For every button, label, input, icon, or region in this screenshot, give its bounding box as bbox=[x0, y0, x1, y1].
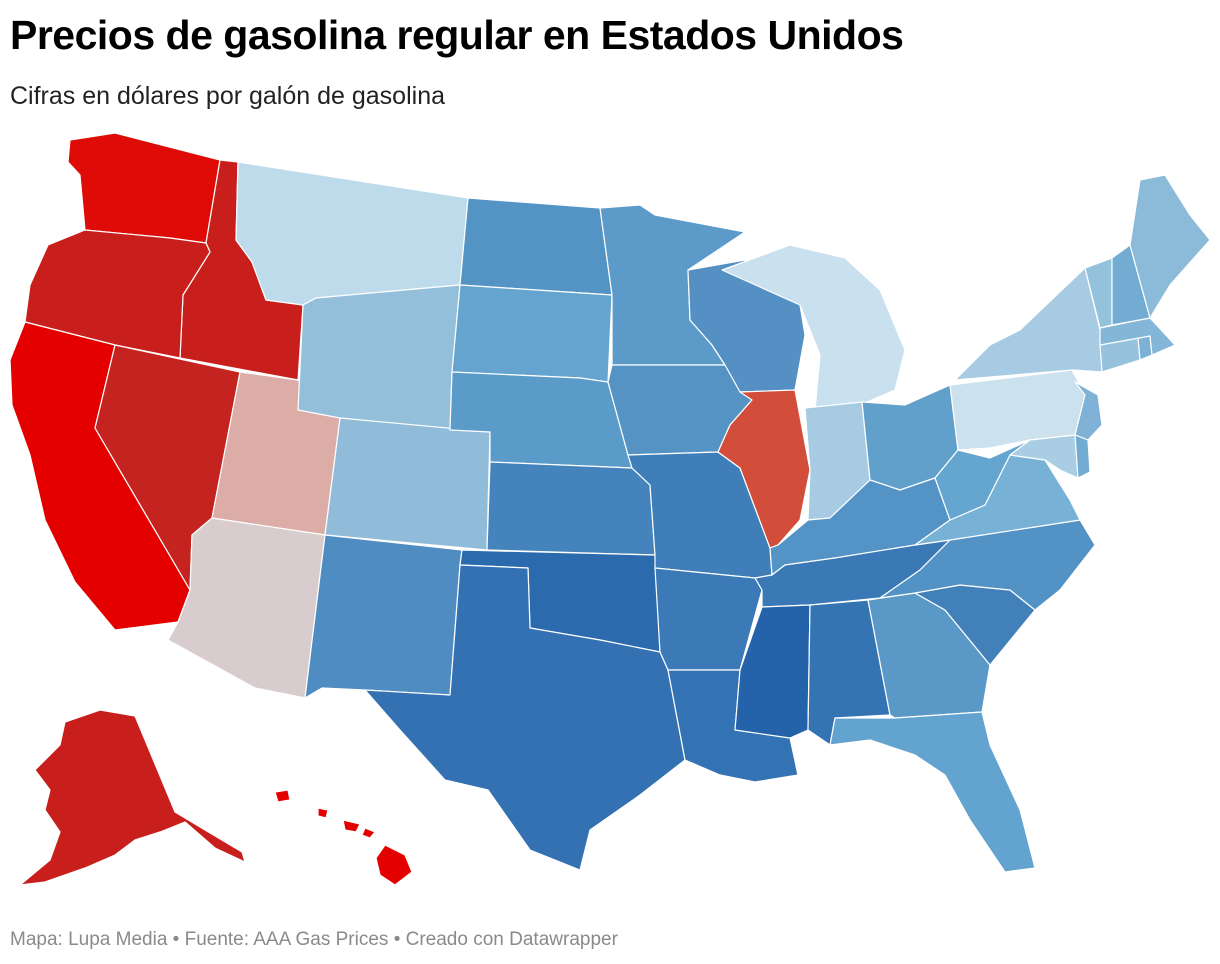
state-AZ[interactable] bbox=[167, 517, 326, 699]
state-WA[interactable] bbox=[67, 132, 221, 244]
state-MI[interactable] bbox=[721, 244, 906, 411]
state-NY[interactable] bbox=[954, 267, 1103, 381]
map-credits: Mapa: Lupa Media • Fuente: AAA Gas Price… bbox=[10, 929, 618, 950]
state-CO[interactable] bbox=[324, 417, 491, 551]
map-title: Precios de gasolina regular en Estados U… bbox=[10, 12, 904, 58]
state-WY[interactable] bbox=[297, 284, 461, 431]
state-KS[interactable] bbox=[486, 461, 656, 556]
state-SD[interactable] bbox=[451, 284, 613, 383]
state-ND[interactable] bbox=[459, 197, 613, 296]
state-AK[interactable] bbox=[19, 709, 246, 886]
state-HI[interactable] bbox=[274, 789, 413, 886]
state-FL[interactable] bbox=[829, 711, 1036, 873]
map-subtitle: Cifras en dólares por galón de gasolina bbox=[10, 82, 445, 110]
state-NC[interactable] bbox=[879, 519, 1096, 611]
state-OR[interactable] bbox=[24, 229, 211, 359]
state-NM[interactable] bbox=[304, 534, 463, 699]
us-choropleth-map bbox=[9, 132, 1211, 886]
state-ME[interactable] bbox=[1129, 174, 1211, 319]
state-TX[interactable] bbox=[364, 564, 686, 871]
state-DE[interactable] bbox=[1074, 434, 1091, 479]
state-MT[interactable] bbox=[235, 161, 469, 306]
